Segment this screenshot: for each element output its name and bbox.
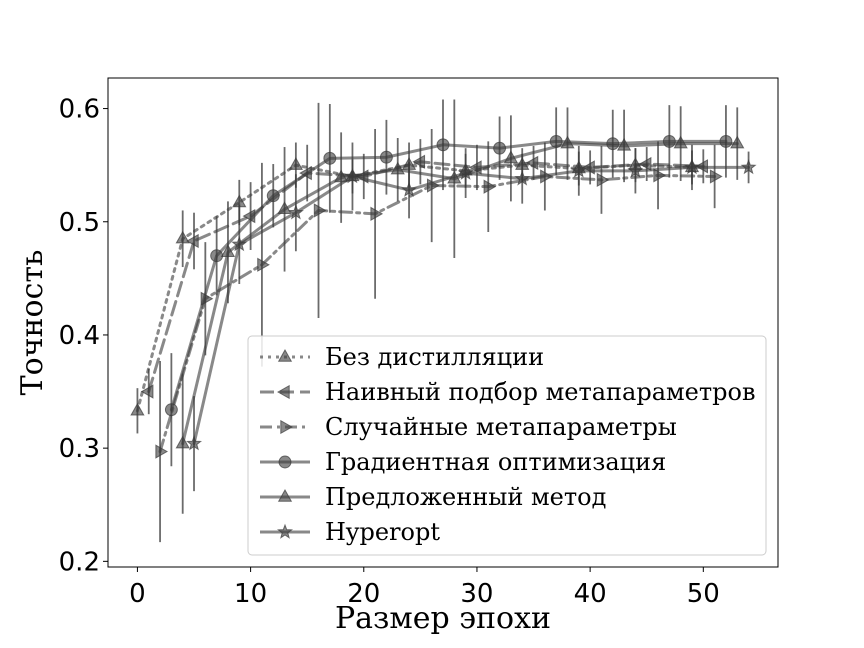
data-point	[719, 134, 733, 148]
data-point	[379, 150, 393, 164]
y-tick-label: 0.3	[59, 434, 100, 464]
data-point	[730, 135, 745, 149]
legend-label: Наивный подбор метапараметров	[325, 378, 756, 406]
data-point	[412, 154, 426, 169]
y-axis-label: Точность	[15, 250, 50, 396]
data-point	[514, 170, 531, 186]
data-point	[287, 204, 304, 220]
data-point	[483, 179, 497, 194]
data-point	[277, 201, 292, 215]
data-point	[596, 172, 610, 188]
data-point	[627, 162, 644, 178]
data-point	[130, 402, 145, 416]
y-tick-label: 0.2	[59, 547, 100, 577]
data-point	[313, 203, 327, 218]
data-point	[164, 403, 178, 417]
data-point	[662, 134, 676, 148]
y-tick-label: 0.6	[59, 95, 100, 125]
data-point	[186, 435, 203, 451]
x-tick-label: 20	[347, 579, 380, 609]
legend: Без дистилляции Наивный подбор метапараме…	[247, 335, 767, 556]
data-point	[210, 249, 224, 263]
data-point	[155, 444, 169, 459]
x-tick-label: 0	[129, 579, 146, 609]
data-point	[570, 162, 587, 178]
data-point	[582, 160, 595, 175]
y-tick-label: 0.4	[59, 321, 100, 351]
data-point	[401, 157, 417, 170]
data-point	[140, 384, 154, 399]
legend-swatch-marker	[276, 384, 290, 400]
data-point	[515, 157, 530, 170]
data-point	[288, 157, 304, 170]
plot-frame	[107, 77, 779, 568]
data-point	[673, 135, 688, 149]
data-point	[436, 138, 450, 152]
data-point	[616, 137, 632, 151]
legend-swatch-marker	[280, 419, 294, 435]
data-point	[323, 151, 337, 165]
data-point	[220, 244, 236, 258]
x-tick-label: 40	[574, 579, 607, 609]
legend-label: Hyperopt	[325, 518, 440, 546]
x-tick-label: 10	[234, 579, 267, 609]
data-point	[683, 158, 700, 175]
data-point	[266, 189, 280, 203]
legend-box	[247, 335, 767, 556]
legend-swatch-marker	[277, 348, 293, 362]
data-point	[232, 194, 247, 208]
data-point	[503, 150, 519, 164]
data-point	[401, 181, 418, 197]
data-point	[333, 169, 349, 183]
data-point	[709, 169, 723, 184]
data-point	[370, 206, 384, 221]
data-point	[468, 160, 482, 175]
legend-swatch-marker	[277, 488, 293, 502]
data-point	[185, 233, 199, 249]
x-axis-label: Размер эпохи	[335, 601, 551, 636]
data-point	[344, 168, 361, 184]
data-point	[257, 257, 270, 272]
data-point	[525, 155, 539, 171]
data-point	[426, 178, 440, 193]
y-tick-label: 0.5	[59, 208, 100, 238]
x-tick-label: 30	[460, 579, 493, 609]
data-point	[740, 158, 757, 175]
data-point	[540, 169, 553, 184]
data-point	[175, 230, 190, 244]
data-point	[549, 134, 563, 148]
data-point	[560, 135, 575, 149]
data-point	[231, 235, 248, 252]
data-point	[175, 435, 190, 449]
legend-swatch-marker	[278, 455, 292, 469]
x-tick-label: 50	[687, 579, 720, 609]
data-point	[299, 165, 312, 181]
data-point	[457, 164, 474, 180]
data-point	[447, 170, 462, 184]
legend-swatch-marker	[276, 523, 294, 539]
legend-label: Предложенный метод	[325, 483, 606, 511]
data-point	[493, 141, 507, 155]
data-point	[200, 291, 214, 306]
legend-label: Без дистилляции	[325, 343, 544, 371]
data-point	[695, 159, 709, 174]
legend-label: Случайные метапараметры	[325, 413, 677, 441]
series-markers	[130, 134, 757, 459]
legend-label: Градиентная оптимизация	[325, 448, 666, 476]
data-point	[242, 208, 256, 224]
data-point	[653, 168, 667, 183]
x-axis-ticks: 0 10 20 30 40 50	[129, 567, 720, 609]
data-point	[606, 137, 620, 151]
data-point	[355, 169, 369, 184]
data-point	[638, 156, 652, 172]
y-axis-ticks: 0.2 0.3 0.4 0.5 0.6	[59, 95, 108, 577]
data-point	[390, 161, 405, 175]
